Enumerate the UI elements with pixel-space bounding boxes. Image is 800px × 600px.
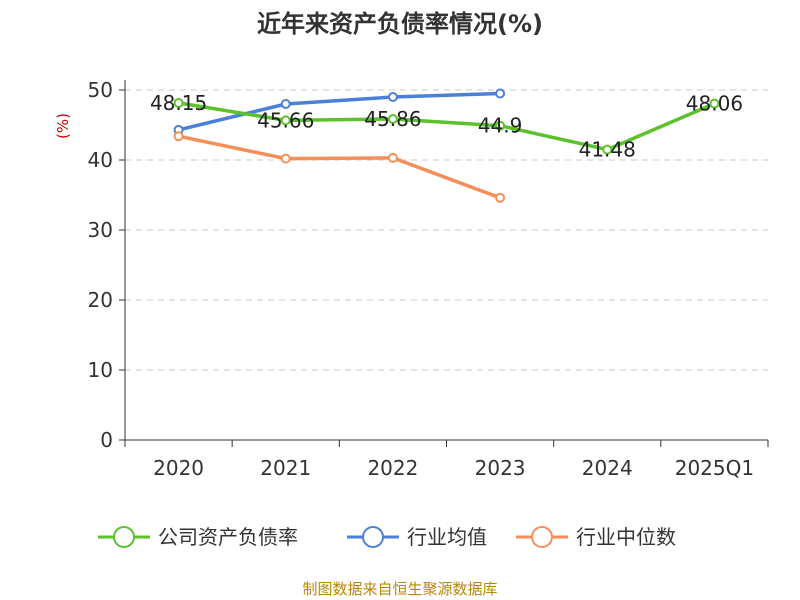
y-tick-label: 50	[88, 78, 113, 102]
y-tick-label: 40	[88, 148, 113, 172]
data-point	[709, 98, 720, 109]
data-point	[387, 92, 398, 102]
y-tick-labels: 0 10 20 30 40 50	[88, 78, 113, 452]
x-tick-label: 2023	[475, 456, 526, 480]
data-label: 45.86	[364, 107, 421, 131]
legend-item: 行业中位数	[516, 525, 676, 549]
data-point	[280, 115, 291, 126]
y-tick-label: 30	[88, 218, 113, 242]
axes	[119, 80, 769, 447]
legend: 公司资产负债率 行业均值 行业中位数	[98, 525, 676, 549]
data-point	[280, 99, 291, 109]
legend-label: 行业均值	[407, 525, 487, 549]
source-note: 制图数据来自恒生聚源数据库	[302, 580, 497, 598]
data-point	[602, 144, 613, 155]
x-tick-label: 2022	[367, 456, 418, 480]
x-tick-label: 2024	[582, 456, 633, 480]
data-point	[280, 153, 291, 164]
series-group	[173, 88, 720, 203]
data-point	[173, 97, 184, 108]
legend-label: 行业中位数	[576, 525, 676, 549]
y-axis-label: (%)	[54, 113, 72, 139]
x-tick-label: 2020	[153, 456, 204, 480]
x-tick-label: 2025Q1	[675, 456, 754, 480]
data-point	[173, 131, 184, 142]
data-point	[495, 192, 506, 203]
x-tick-labels: 2020 2021 2022 2023 2024 2025Q1	[153, 456, 754, 480]
legend-marker	[113, 526, 135, 548]
data-label: 41.48	[579, 138, 636, 162]
chart-title: 近年来资产负债率情况(%)	[257, 10, 543, 38]
series-line	[178, 101, 716, 152]
y-tick-label: 20	[88, 288, 113, 312]
series-line	[178, 91, 501, 132]
data-point	[495, 88, 506, 99]
x-tick-label: 2021	[260, 456, 311, 480]
data-label: 44.9	[478, 114, 523, 138]
legend-item: 公司资产负债率	[98, 525, 298, 549]
data-labels: 48.15 45.66 45.86 44.9 41.48 48.06	[150, 91, 743, 162]
data-point	[387, 152, 398, 163]
data-point	[495, 120, 506, 131]
grid-lines	[125, 89, 768, 371]
data-label: 45.66	[257, 108, 314, 132]
y-tick-label: 10	[88, 358, 113, 382]
legend-marker	[531, 526, 553, 548]
legend-marker	[362, 526, 384, 548]
legend-item: 行业均值	[347, 525, 487, 549]
data-point	[387, 113, 398, 124]
legend-label: 公司资产负债率	[158, 525, 298, 549]
y-tick-label: 0	[100, 428, 113, 452]
series-line	[178, 134, 501, 200]
data-label: 48.06	[686, 92, 743, 116]
data-label: 48.15	[150, 91, 207, 115]
